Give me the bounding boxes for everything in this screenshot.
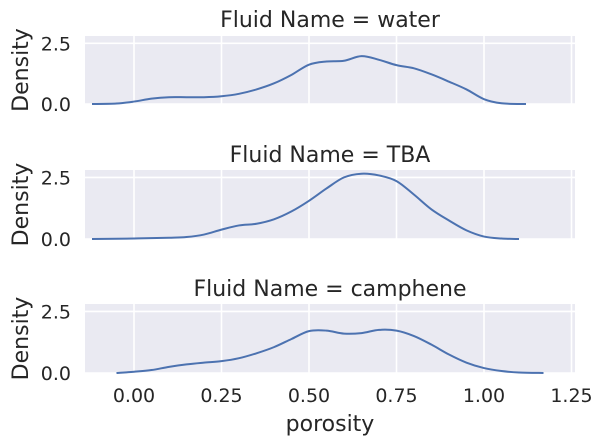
facet-title: Fluid Name = water (220, 8, 441, 33)
facet-panel: 0.0 2.5 Density Fluid Name = TBA (9, 143, 575, 251)
y-axis-label: Density (9, 163, 34, 247)
y-axis-label: Density (9, 28, 34, 112)
kde-density-line (91, 172, 520, 240)
x-axis-label: porosity (286, 412, 375, 437)
y-axis-label: Density (9, 297, 34, 381)
facet-title: Fluid Name = camphene (193, 277, 466, 302)
x-tick-label: 0.25 (200, 385, 242, 407)
x-tick-label: 1.25 (550, 385, 592, 407)
panel-background (85, 304, 575, 373)
y-tick-label: 2.5 (41, 301, 71, 323)
panel-background (85, 36, 575, 104)
y-tick-label: 0.0 (41, 94, 71, 116)
facet-panel: 0.0 2.5 Density Fluid Name = water (9, 8, 575, 116)
kde-density-line (91, 55, 527, 105)
x-tick-label: 0.75 (375, 385, 417, 407)
y-tick-label: 2.5 (41, 33, 71, 55)
kde-density-line (116, 328, 544, 374)
x-tick-label: 1.00 (463, 385, 505, 407)
x-tick-label: 0.50 (288, 385, 330, 407)
y-tick-label: 2.5 (41, 167, 71, 189)
y-tick-label: 0.0 (41, 229, 71, 251)
panel-background (85, 170, 575, 239)
y-tick-label: 0.0 (41, 363, 71, 385)
facet-panel: 0.0 2.5 Density Fluid Name = camphene (9, 277, 575, 385)
x-tick-label: 0.00 (113, 385, 155, 407)
facet-title: Fluid Name = TBA (230, 143, 431, 168)
